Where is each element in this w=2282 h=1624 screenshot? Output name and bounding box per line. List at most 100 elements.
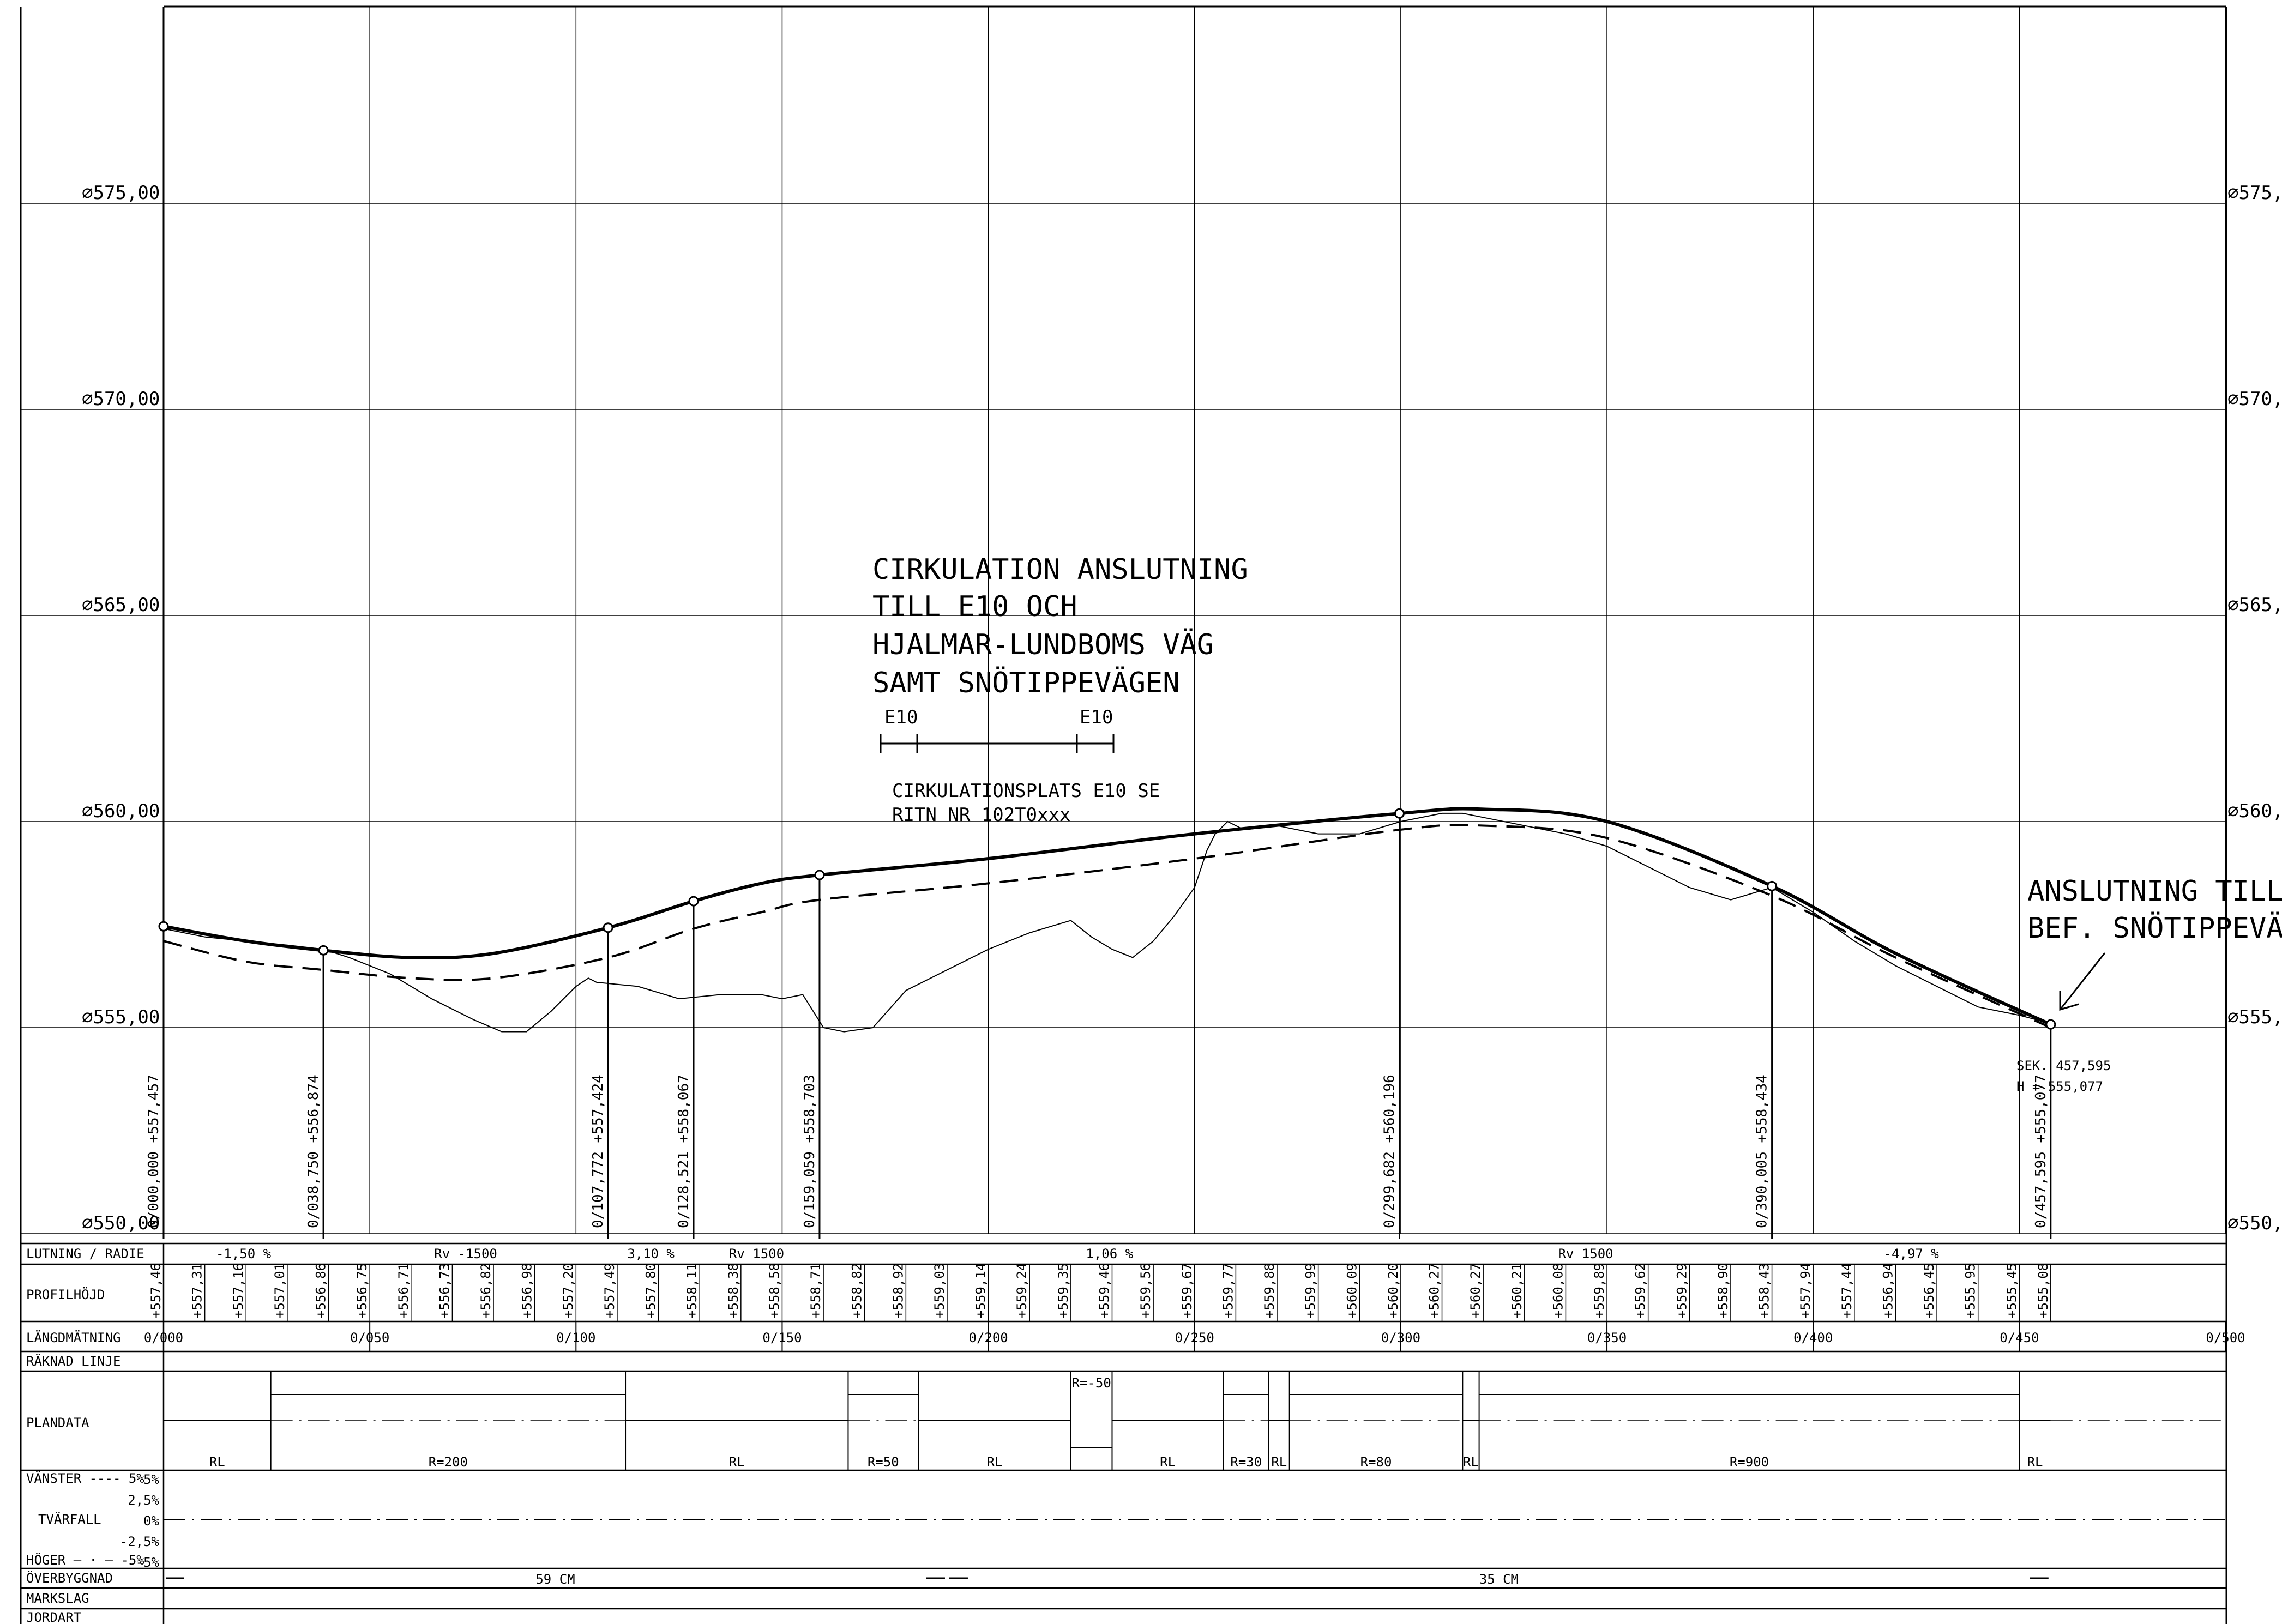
vertical-point-marker xyxy=(318,945,329,956)
vertical-point-label: 0/000,000 +557,457 xyxy=(146,1074,162,1228)
end-point-sek: SEK. 457,595 xyxy=(2016,1058,2111,1073)
profilhojd-value: +558,71 xyxy=(808,1263,823,1318)
plandata-label: RL xyxy=(1463,1454,1479,1470)
langdmatning-label: 0/400 xyxy=(1793,1330,1833,1345)
vertical-point-label: 0/390,005 +558,434 xyxy=(1754,1074,1771,1228)
lutning-segment-label: -4,97 % xyxy=(1884,1246,1940,1261)
langdmatning-label: 0/100 xyxy=(556,1330,595,1345)
vertical-point-label: 0/457,595 +555,077 xyxy=(2033,1074,2049,1228)
lower-profile-line xyxy=(163,824,2051,1029)
profilhojd-value: +557,49 xyxy=(602,1263,617,1318)
profilhojd-value: +558,38 xyxy=(726,1263,741,1318)
profilhojd-value: +560,08 xyxy=(1550,1263,1566,1318)
row-label-profilhojd: PROFILHÖJD xyxy=(26,1287,105,1302)
profilhojd-value: +559,67 xyxy=(1179,1263,1195,1318)
legend-right-label: E10 xyxy=(1080,707,1113,728)
langdmatning-label: 0/450 xyxy=(2000,1330,2039,1345)
sub-line-2: RITN NR 102T0xxx xyxy=(892,804,1071,826)
profilhojd-value: +560,20 xyxy=(1386,1263,1401,1318)
profilhojd-value: +559,77 xyxy=(1220,1263,1236,1318)
elevation-label-right: ⌀555,00 xyxy=(2227,1006,2282,1028)
langdmatning-label: 0/050 xyxy=(350,1330,389,1345)
elevation-label-left: ⌀560,00 xyxy=(82,800,160,822)
profilhojd-value: +559,29 xyxy=(1674,1263,1689,1318)
profilhojd-value: +555,95 xyxy=(1963,1263,1978,1318)
lutning-segment-label: Rv -1500 xyxy=(434,1246,497,1261)
lutning-segment-label: Rv 1500 xyxy=(729,1246,784,1261)
vertical-point-marker xyxy=(158,921,169,932)
profilhojd-value: +558,82 xyxy=(850,1263,865,1318)
vertical-point-label: 0/038,750 +556,874 xyxy=(305,1074,322,1228)
sub-line-1: CIRKULATIONSPLATS E10 SE xyxy=(892,780,1160,802)
row-label-tvarfall: TVÄRFALL xyxy=(38,1511,101,1527)
elevation-label-right: ⌀570,00 xyxy=(2227,388,2282,410)
profilhojd-value: +559,24 xyxy=(1014,1263,1029,1318)
connection-note-line-2: BEF. SNÖTIPPEVÄG xyxy=(2027,911,2282,945)
tvarfall-scale-label: -5% xyxy=(136,1555,160,1570)
vertical-point-label: 0/107,772 +557,424 xyxy=(590,1074,606,1228)
row-label-plandata: PLANDATA xyxy=(26,1415,89,1430)
overbyggnad-label: 35 CM xyxy=(1479,1572,1519,1587)
tvarfall-scale-label: 2,5% xyxy=(128,1493,159,1508)
profilhojd-value: +556,71 xyxy=(396,1263,411,1318)
profilhojd-value: +557,44 xyxy=(1839,1263,1854,1318)
row-label-lutning: LUTNING / RADIE xyxy=(26,1246,144,1261)
profilhojd-value: +559,88 xyxy=(1262,1263,1277,1318)
plandata-label: RL xyxy=(1271,1454,1287,1470)
profilhojd-value: +560,27 xyxy=(1427,1263,1442,1318)
legend-bar xyxy=(880,734,1115,753)
profilhojd-value: +560,09 xyxy=(1344,1263,1359,1318)
vertical-point-marker xyxy=(814,870,825,880)
profilhojd-value: +557,01 xyxy=(272,1263,287,1318)
langdmatning-label: 0/200 xyxy=(968,1330,1008,1345)
title-line-2: TILL E10 OCH xyxy=(872,590,1077,623)
plandata-label: R=200 xyxy=(429,1454,468,1470)
plandata-label: RL xyxy=(986,1454,1002,1470)
plandata-label: R=30 xyxy=(1230,1454,1262,1470)
profilhojd-value: +559,56 xyxy=(1138,1263,1153,1318)
title-block: CIRKULATION ANSLUTNING TILL E10 OCH HJAL… xyxy=(872,553,1248,826)
plandata-label: RL xyxy=(2027,1454,2043,1470)
elevation-label-left: ⌀565,00 xyxy=(82,594,160,616)
legend-left-label: E10 xyxy=(884,707,918,728)
langdmatning-label: 0/300 xyxy=(1381,1330,1420,1345)
elevation-axis: ⌀575,00 ⌀575,00 ⌀570,00 ⌀570,00 ⌀565,00 ⌀565,… xyxy=(82,182,2282,1234)
profilhojd-value: +557,94 xyxy=(1798,1263,1813,1318)
profilhojd-value: +560,27 xyxy=(1468,1263,1483,1318)
profilhojd-value: +556,45 xyxy=(1922,1263,1937,1318)
elevation-label-left: ⌀555,00 xyxy=(82,1006,160,1028)
row-label-vanster: VÄNSTER ---- 5% xyxy=(26,1470,144,1486)
row-label-langdmatning: LÄNGDMÄTNING xyxy=(26,1330,121,1345)
design-profile-line xyxy=(163,807,2052,1026)
profilhojd-value: +556,86 xyxy=(314,1263,329,1318)
profilhojd-value: +556,98 xyxy=(520,1263,535,1318)
profilhojd-value: +557,20 xyxy=(561,1263,576,1318)
vertical-point-label: 0/159,059 +558,703 xyxy=(802,1074,818,1228)
vertical-point-marker xyxy=(688,896,699,907)
profilhojd-value: +557,46 xyxy=(148,1263,164,1318)
langdmatning-label: 0/350 xyxy=(1587,1330,1627,1345)
data-band: LUTNING / RADIE PROFILHÖJD LÄNGDMÄTNING RÄK… xyxy=(21,7,2245,1624)
connection-note-line-1: ANSLUTNING TILL xyxy=(2027,875,2282,908)
profilhojd-value: +556,82 xyxy=(478,1263,493,1318)
row-label-markslag: MARKSLAG xyxy=(26,1591,89,1606)
elevation-label-left: ⌀575,00 xyxy=(82,182,160,204)
plandata-label: R=50 xyxy=(868,1454,899,1470)
profilhojd-value: +558,11 xyxy=(684,1263,700,1318)
lutning-segment-label: 3,10 % xyxy=(627,1246,675,1261)
plandata-label: R=-50 xyxy=(1072,1375,1111,1391)
profilhojd-value: +559,35 xyxy=(1056,1263,1071,1318)
profilhojd-value: +560,21 xyxy=(1509,1263,1525,1318)
profile-lines xyxy=(163,807,2052,1033)
vertical-point-marker xyxy=(2045,1019,2056,1030)
profilhojd-value: +558,58 xyxy=(767,1263,782,1318)
lutning-segment-label: -1,50 % xyxy=(216,1246,272,1261)
connection-arrow xyxy=(2059,952,2106,1011)
langdmatning-label: 0/150 xyxy=(762,1330,802,1345)
plandata-label: R=900 xyxy=(1730,1454,1769,1470)
lutning-segment-label: Rv 1500 xyxy=(1558,1246,1613,1261)
title-line-3: HJALMAR-LUNDBOMS VÄG xyxy=(872,628,1214,661)
profilhojd-value: +559,89 xyxy=(1592,1263,1607,1318)
plandata-label: RL xyxy=(209,1454,225,1470)
